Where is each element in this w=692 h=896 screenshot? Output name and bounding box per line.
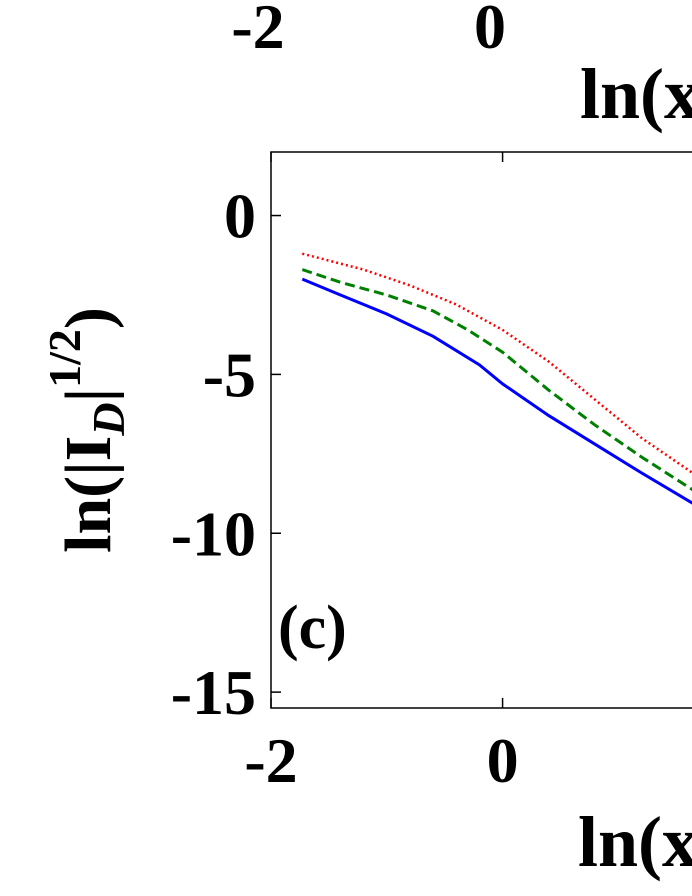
y-tick-label: -5 (203, 339, 256, 410)
series-line-dashed (301, 268, 692, 492)
y-tick-label: 0 (224, 181, 256, 252)
top-x-tick-label: 0 (474, 0, 506, 62)
y-label-bar: | (52, 388, 125, 403)
chart-panel-c: 0 -5 -10 -15-2 0 (c) ln(|ID|1/2) ln(x (39, 151, 692, 882)
plot-area-frame (270, 151, 692, 709)
series-line-solid (301, 277, 692, 505)
x-tick-label: 0 (487, 725, 519, 796)
y-label-close: ) (52, 307, 125, 329)
y-label-sup: 1/2 (39, 329, 90, 388)
top-x-tick-label: -2 (231, 0, 284, 62)
series-layer (301, 252, 692, 505)
y-label-sub: D (83, 402, 134, 436)
panel-label: (c) (278, 594, 347, 662)
y-tick-label: -10 (171, 498, 256, 569)
axis-ticks: 0 -5 -10 -15-2 0 (171, 152, 519, 796)
y-tick-label: -15 (171, 657, 256, 728)
y-axis-label: ln(|ID|1/2) (39, 307, 134, 553)
top-x-axis-label: ln(x (580, 54, 692, 134)
y-label-main: ln(|I (52, 436, 125, 553)
x-tick-label: -2 (244, 725, 297, 796)
x-axis-label: ln(x (578, 802, 692, 882)
series-line-dotted (301, 252, 692, 475)
top-panel: -2 0 ln(x (231, 0, 692, 134)
